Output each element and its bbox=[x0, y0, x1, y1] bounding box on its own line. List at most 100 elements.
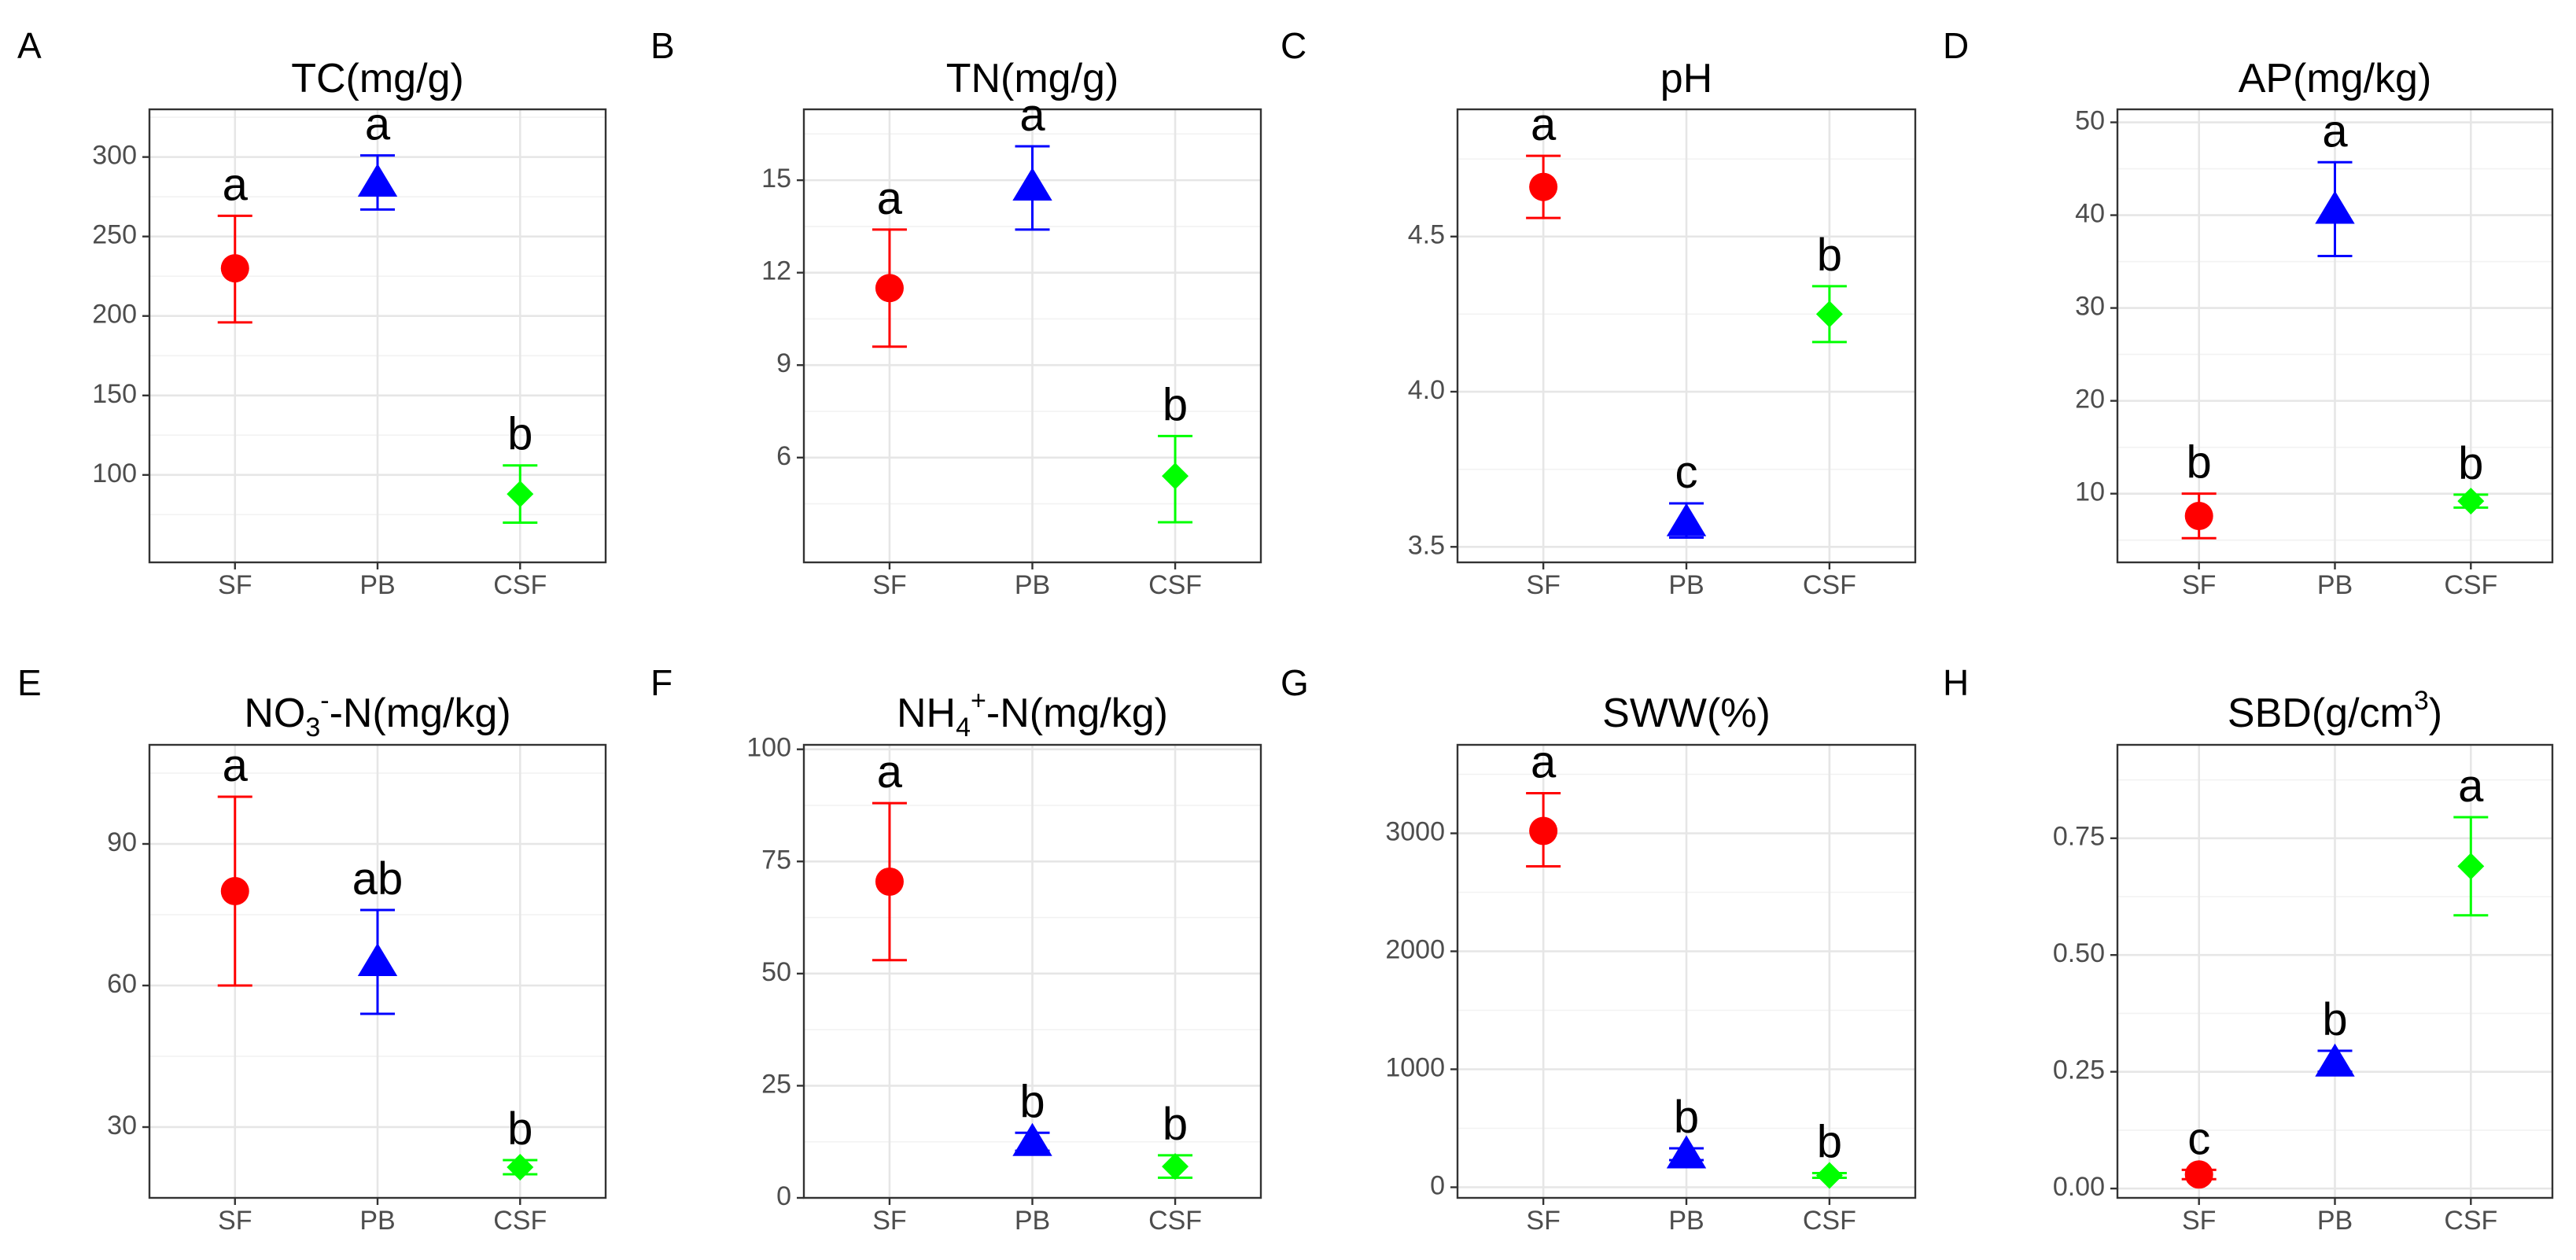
x-tick-label-pb: PB bbox=[1015, 1206, 1050, 1236]
panel-h: H SBD(g/cm3) 0.00 0.25 0.50 0.75 SF PB CSF c b a bbox=[1943, 662, 2554, 1236]
y-tick-label: 9 bbox=[776, 348, 791, 378]
significance-label-pb: ab bbox=[352, 853, 404, 904]
significance-label-pb: c bbox=[1675, 447, 1698, 498]
panel-title-a: TC(mg/g) bbox=[291, 56, 464, 101]
y-tick-label: 0 bbox=[1430, 1170, 1445, 1200]
x-tick-label-csf: CSF bbox=[1803, 1206, 1856, 1236]
significance-label-csf: b bbox=[1163, 379, 1188, 430]
panel-letter-g: G bbox=[1281, 662, 1309, 703]
x-tick-label-sf: SF bbox=[872, 570, 906, 600]
point-sf bbox=[220, 254, 249, 283]
x-tick-label-csf: CSF bbox=[2444, 1206, 2497, 1236]
point-csf bbox=[507, 481, 534, 508]
y-tick-label: 3.5 bbox=[1408, 530, 1445, 560]
panel-title-g: SWW(%) bbox=[1602, 691, 1771, 736]
panel-letter-f: F bbox=[650, 662, 673, 703]
y-tick-label: 15 bbox=[761, 164, 791, 193]
y-tick-label: 10 bbox=[2075, 477, 2105, 507]
panel-g: G SWW(%) 0 1000 2000 3000 SF PB CSF a b b bbox=[1281, 662, 1917, 1236]
point-csf bbox=[1815, 300, 1843, 328]
panel-title-f: NH4+-N(mg/kg) bbox=[897, 686, 1168, 742]
y-tick-label: 100 bbox=[746, 733, 791, 763]
y-tick-label: 6 bbox=[776, 441, 791, 471]
x-tick-label-pb: PB bbox=[2317, 570, 2353, 600]
point-sf bbox=[220, 877, 249, 905]
significance-label-sf: a bbox=[877, 746, 903, 798]
y-tick-label: 25 bbox=[761, 1069, 791, 1099]
panel-letter-e: E bbox=[17, 662, 42, 703]
panel-title-d: AP(mg/kg) bbox=[2239, 56, 2432, 101]
y-tick-label: 0.00 bbox=[2053, 1172, 2105, 1202]
x-tick-label-sf: SF bbox=[2182, 1206, 2216, 1236]
y-tick-label: 1000 bbox=[1385, 1052, 1445, 1082]
x-tick-label-csf: CSF bbox=[493, 570, 547, 600]
point-csf bbox=[2457, 488, 2485, 515]
point-sf bbox=[2184, 1160, 2213, 1189]
point-sf bbox=[875, 867, 904, 896]
point-sf bbox=[1529, 172, 1558, 201]
significance-label-csf: b bbox=[1163, 1099, 1188, 1150]
y-tick-label: 30 bbox=[2075, 292, 2105, 322]
significance-label-csf: b bbox=[1817, 1117, 1842, 1168]
panel-title-b: TN(mg/g) bbox=[946, 56, 1119, 101]
significance-label-sf: a bbox=[223, 740, 249, 791]
y-tick-label: 2000 bbox=[1385, 934, 1445, 964]
y-tick-label: 100 bbox=[92, 459, 137, 488]
significance-label-sf: a bbox=[223, 159, 249, 210]
x-tick-label-pb: PB bbox=[359, 1206, 395, 1236]
x-tick-label-pb: PB bbox=[2317, 1206, 2353, 1236]
y-tick-label: 3000 bbox=[1385, 816, 1445, 846]
x-tick-label-sf: SF bbox=[218, 1206, 252, 1236]
significance-label-pb: b bbox=[2322, 994, 2347, 1045]
panel-letter-a: A bbox=[17, 25, 42, 66]
point-sf bbox=[875, 274, 904, 303]
panel-letter-d: D bbox=[1943, 25, 1969, 66]
x-tick-label-sf: SF bbox=[1526, 570, 1560, 600]
significance-label-pb: b bbox=[1674, 1092, 1699, 1143]
y-tick-label: 0.75 bbox=[2053, 822, 2105, 852]
point-csf bbox=[2457, 853, 2485, 880]
point-pb bbox=[1012, 167, 1052, 201]
significance-label-sf: a bbox=[1531, 737, 1557, 788]
point-csf bbox=[507, 1154, 534, 1181]
panel-letter-c: C bbox=[1281, 25, 1306, 66]
point-sf bbox=[2184, 501, 2213, 530]
panel-letter-h: H bbox=[1943, 662, 1969, 703]
significance-label-csf: b bbox=[2458, 438, 2483, 489]
y-tick-label: 4.0 bbox=[1408, 375, 1445, 405]
x-tick-label-pb: PB bbox=[1015, 570, 1050, 600]
y-tick-label: 200 bbox=[92, 300, 137, 330]
x-tick-label-csf: CSF bbox=[1148, 570, 1202, 600]
y-tick-label: 50 bbox=[2075, 106, 2105, 136]
significance-label-sf: b bbox=[2187, 437, 2212, 488]
y-tick-label: 250 bbox=[92, 220, 137, 250]
point-pb bbox=[357, 163, 398, 197]
y-tick-label: 0.50 bbox=[2053, 938, 2105, 968]
panel-title-e: NO3--N(mg/kg) bbox=[244, 686, 510, 742]
x-tick-label-pb: PB bbox=[1668, 570, 1704, 600]
x-tick-label-csf: CSF bbox=[1803, 570, 1856, 600]
panel-b: B TN(mg/g) 6 9 12 15 SF PB CSF a a b bbox=[650, 25, 1262, 600]
significance-label-csf: a bbox=[2458, 761, 2484, 812]
x-tick-label-pb: PB bbox=[1668, 1206, 1704, 1236]
x-tick-label-csf: CSF bbox=[493, 1206, 547, 1236]
significance-label-sf: a bbox=[1531, 99, 1557, 150]
x-tick-label-pb: PB bbox=[359, 570, 395, 600]
y-tick-label: 30 bbox=[107, 1111, 137, 1140]
point-pb bbox=[2315, 190, 2355, 224]
panel-a: A TC(mg/g) 100 150 200 250 300 SF PB CSF a a b bbox=[17, 25, 607, 600]
significance-label-csf: b bbox=[507, 409, 533, 460]
point-csf bbox=[1162, 462, 1189, 490]
x-tick-label-sf: SF bbox=[2182, 570, 2216, 600]
panel-letter-b: B bbox=[650, 25, 675, 66]
y-tick-label: 0 bbox=[776, 1181, 791, 1211]
significance-label-sf: a bbox=[877, 173, 903, 224]
point-pb bbox=[357, 943, 398, 976]
y-tick-label: 4.5 bbox=[1408, 220, 1445, 250]
point-pb bbox=[1012, 1122, 1052, 1156]
significance-label-pb: a bbox=[1019, 90, 1045, 141]
panel-e: E NO3--N(mg/kg) 30 60 90 SF PB CSF a ab b bbox=[17, 662, 607, 1236]
y-tick-label: 300 bbox=[92, 141, 137, 171]
significance-label-csf: b bbox=[507, 1103, 533, 1155]
